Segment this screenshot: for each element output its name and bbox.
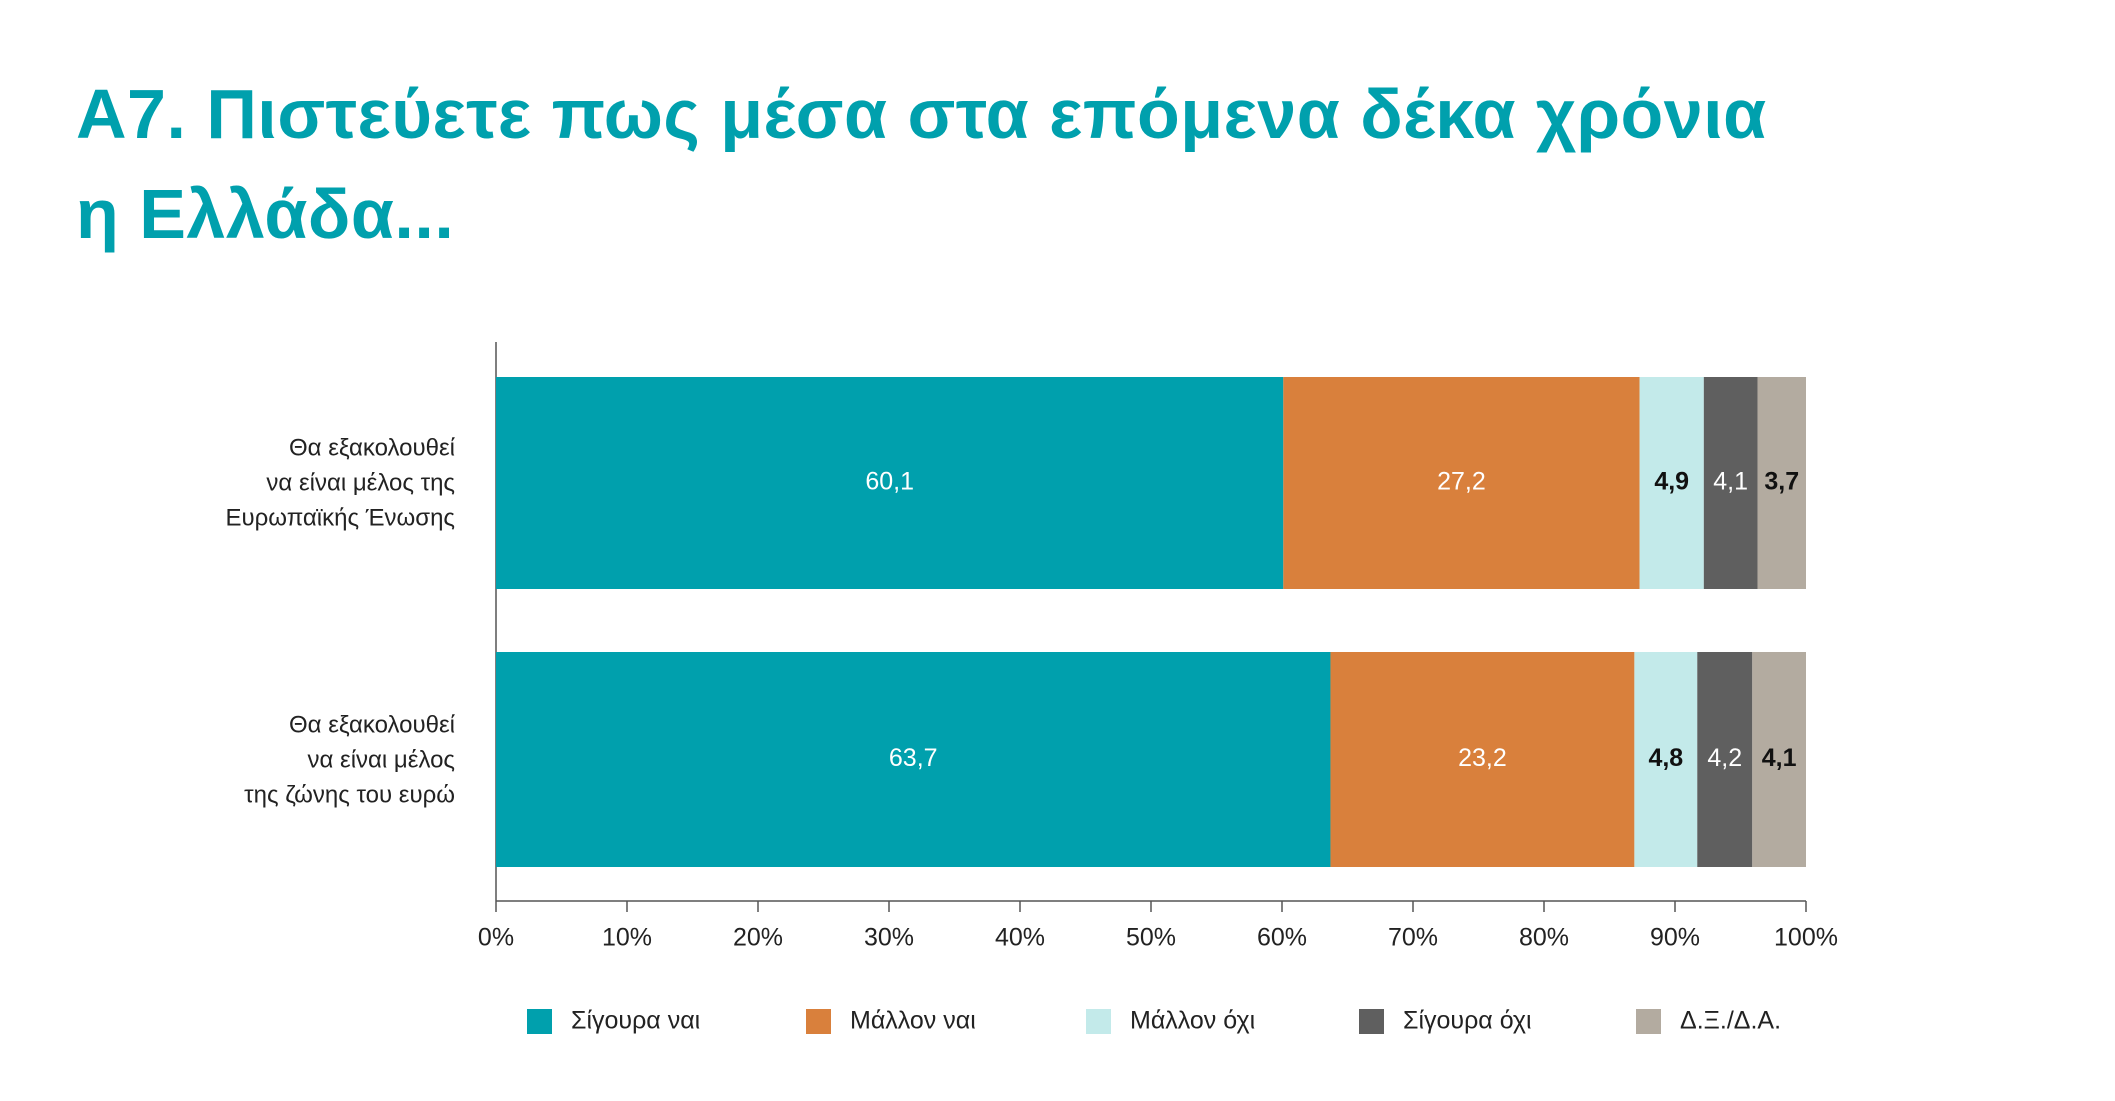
- bar-segment: [1752, 652, 1806, 867]
- value-label: 4,9: [1654, 468, 1689, 496]
- value-label: 23,2: [1458, 744, 1507, 772]
- x-tick-label: 70%: [1388, 924, 1438, 952]
- bar-segment: [1283, 377, 1640, 589]
- legend-swatch: [1636, 1009, 1661, 1034]
- legend-label: Δ.Ξ./Δ.Α.: [1680, 1007, 1781, 1035]
- value-label: 63,7: [889, 744, 938, 772]
- x-tick-label: 90%: [1650, 924, 1700, 952]
- legend-label: Σίγουρα ναι: [571, 1007, 700, 1035]
- bar-segment: [1697, 652, 1753, 867]
- x-tick-label: 80%: [1519, 924, 1569, 952]
- x-tick-label: 0%: [478, 924, 514, 952]
- value-label: 4,1: [1762, 744, 1797, 772]
- legend-swatch: [527, 1009, 552, 1034]
- bar-segment: [496, 377, 1284, 589]
- bar-segment: [1639, 377, 1704, 589]
- bar-segment: [1330, 652, 1635, 867]
- bar-segment: [1757, 377, 1806, 589]
- value-label: 60,1: [865, 468, 914, 496]
- legend-label: Μάλλον όχι: [1130, 1007, 1255, 1035]
- chart-title: Α7. Πιστεύετε πως μέσα στα επόμενα δέκα …: [76, 75, 1767, 253]
- x-tick-label: 20%: [733, 924, 783, 952]
- bar-segment: [496, 652, 1331, 867]
- value-label: 4,8: [1648, 744, 1683, 772]
- bar-segment: [1703, 377, 1758, 589]
- value-label: 3,7: [1764, 468, 1799, 496]
- legend-swatch: [1359, 1009, 1384, 1034]
- x-tick-label: 100%: [1774, 924, 1838, 952]
- legend-label: Μάλλον ναι: [850, 1007, 976, 1035]
- legend-label: Σίγουρα όχι: [1403, 1007, 1532, 1035]
- bar-segment: [1634, 652, 1698, 867]
- value-label: 4,2: [1707, 744, 1742, 772]
- value-label: 4,1: [1713, 468, 1748, 496]
- legend-swatch: [1086, 1009, 1111, 1034]
- x-tick-label: 30%: [864, 924, 914, 952]
- value-label: 27,2: [1437, 468, 1486, 496]
- category-label: Θα εξακολουθεί να είναι μέλος της Ευρωπα…: [225, 434, 455, 532]
- x-tick-label: 50%: [1126, 924, 1176, 952]
- legend-swatch: [806, 1009, 831, 1034]
- x-tick-label: 10%: [602, 924, 652, 952]
- x-tick-label: 60%: [1257, 924, 1307, 952]
- x-tick-label: 40%: [995, 924, 1045, 952]
- category-label: Θα εξακολουθεί να είναι μέλος της ζώνης …: [244, 711, 455, 808]
